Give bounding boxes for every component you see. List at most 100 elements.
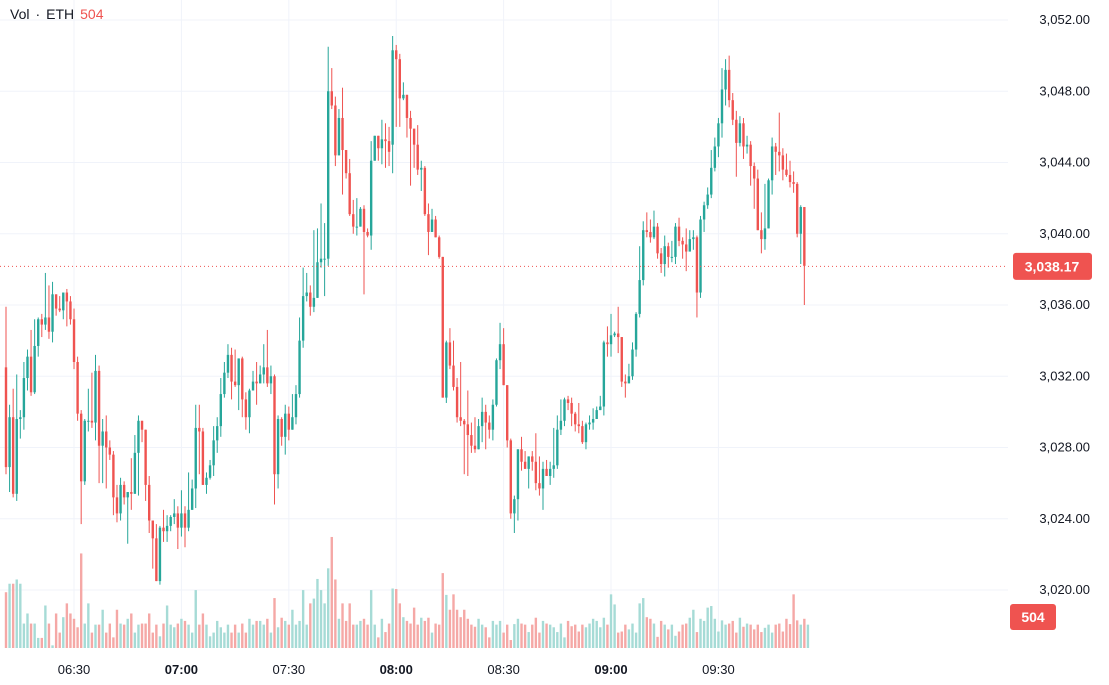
- volume-bar: [258, 620, 262, 648]
- candle-body: [710, 167, 713, 195]
- candle-body: [223, 372, 226, 395]
- candle-body: [634, 313, 638, 350]
- price-axis[interactable]: 3,052.00 3,048.00 3,044.00 3,040.00 3,036.00…: [1039, 12, 1090, 597]
- candle-body: [122, 484, 126, 498]
- candle: [405, 94, 409, 138]
- volume-bar: [803, 618, 806, 648]
- candle-body: [731, 100, 734, 120]
- candle: [29, 329, 33, 396]
- candle-body: [702, 205, 706, 220]
- candle-body: [416, 144, 419, 170]
- candle: [434, 215, 437, 238]
- candle-body: [785, 169, 788, 175]
- candle: [301, 267, 305, 348]
- volume-bar: [137, 624, 140, 648]
- candle: [101, 419, 104, 484]
- last-price-badge: 3,038.17: [1013, 252, 1092, 280]
- candle-body: [47, 317, 51, 332]
- candle: [463, 419, 466, 475]
- candle: [727, 55, 731, 108]
- candle-body: [258, 374, 262, 384]
- candle-body: [484, 411, 487, 423]
- y-tick-label: 3,036.00: [1039, 297, 1090, 312]
- volume-bar: [158, 636, 162, 648]
- volume-bar: [420, 617, 423, 648]
- volume-bar: [631, 623, 634, 648]
- candle: [223, 362, 226, 398]
- candle: [785, 153, 788, 177]
- candle-body: [724, 69, 727, 90]
- candle: [79, 410, 83, 525]
- volume-bar: [8, 583, 11, 648]
- time-axis[interactable]: 06:30 07:00 07:30 08:00 08:30 09:00 09:30: [58, 662, 735, 677]
- y-tick-label: 3,028.00: [1039, 440, 1090, 455]
- candle-body: [681, 240, 684, 245]
- candle-body: [169, 516, 172, 526]
- volume-bar: [742, 626, 745, 648]
- candle: [119, 477, 122, 521]
- volume-bar: [642, 598, 645, 648]
- volume-bar: [291, 609, 294, 648]
- candle-body: [316, 262, 319, 298]
- volume-bar: [452, 594, 455, 648]
- volume-bar: [198, 624, 201, 648]
- volume-bar: [753, 629, 756, 648]
- volume-bar: [488, 637, 491, 648]
- candle: [330, 68, 333, 110]
- candle: [337, 109, 341, 156]
- candle-body: [720, 89, 724, 124]
- volume-bar: [58, 632, 61, 648]
- candle: [62, 292, 65, 320]
- volume-bar: [144, 623, 147, 648]
- candle-body: [420, 167, 423, 170]
- volume-bar: [190, 632, 194, 648]
- volume-bar: [44, 605, 47, 648]
- volume-bar: [566, 620, 570, 648]
- candle: [531, 451, 534, 471]
- candle: [506, 385, 509, 448]
- x-tick-label: 09:30: [702, 662, 735, 677]
- volume-bar: [785, 618, 788, 648]
- volume-bar: [756, 624, 759, 648]
- x-tick-label: 09:00: [594, 662, 627, 677]
- candle-body: [402, 94, 405, 99]
- candle: [645, 212, 649, 238]
- candle: [720, 68, 724, 138]
- candle: [384, 123, 387, 168]
- candle-body: [566, 399, 570, 403]
- candle: [15, 374, 18, 501]
- candle-body: [212, 440, 215, 466]
- candle-body: [445, 342, 448, 398]
- volume-bar: [473, 626, 477, 648]
- volume-bar: [327, 568, 330, 648]
- candle: [609, 313, 613, 357]
- candle-body: [237, 358, 240, 386]
- candle-body: [11, 417, 15, 494]
- volume-bar: [699, 618, 702, 648]
- volume-bar: [359, 620, 362, 648]
- candle: [377, 135, 380, 161]
- candle-body: [387, 141, 391, 152]
- volume-bar: [616, 632, 620, 648]
- volume-bar: [119, 623, 122, 648]
- volume-bar: [47, 623, 51, 648]
- candle: [65, 288, 69, 327]
- candle: [312, 230, 316, 313]
- candle: [280, 417, 283, 446]
- volume-bar: [620, 631, 623, 648]
- volume-bar: [774, 624, 777, 648]
- candle: [205, 472, 208, 494]
- candle: [599, 395, 602, 411]
- candle-body: [788, 174, 792, 183]
- candle-body: [62, 292, 65, 311]
- candle-body: [434, 219, 437, 238]
- candle-body: [781, 155, 785, 170]
- candle-body: [574, 413, 577, 425]
- candle-body: [33, 345, 36, 393]
- candle: [455, 378, 459, 423]
- candle-body: [437, 237, 441, 257]
- candle: [366, 228, 369, 238]
- candle-body: [706, 194, 709, 206]
- volume-bar: [208, 636, 212, 648]
